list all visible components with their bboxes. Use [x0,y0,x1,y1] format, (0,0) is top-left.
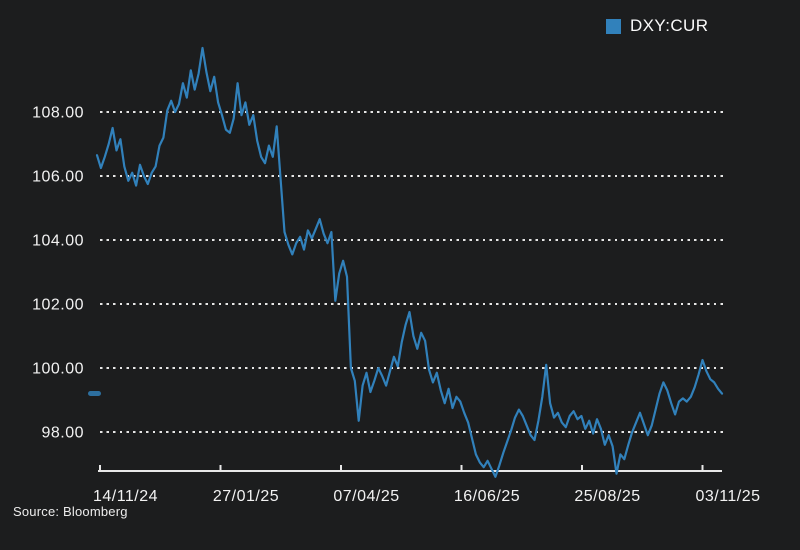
last-price-marker [88,391,101,397]
y-axis-tick-label: 108.00 [32,105,84,122]
legend-series-label: DXY:CUR [630,16,709,35]
legend-swatch-icon [606,18,621,34]
source-attribution: Source: Bloomberg [13,504,128,519]
x-axis-tick-label: 14/11/24 [93,488,158,505]
x-axis-tick-label: 25/08/25 [574,488,640,505]
x-axis-tick-label: 07/04/25 [333,488,399,505]
price-line-dxy[interactable] [95,46,724,478]
x-axis-tick-label: 03/11/25 [695,488,760,505]
y-axis-tick-label: 100.00 [32,361,84,378]
y-axis-tick-label: 104.00 [32,233,84,250]
x-axis-tick-label: 27/01/25 [213,488,279,505]
x-axis-tick-label: 16/06/25 [454,488,520,505]
y-axis-tick-label: 106.00 [32,169,84,186]
y-axis-tick-label: 98.00 [41,425,84,442]
y-axis-tick-label: 102.00 [32,297,84,314]
legend-item-dxy[interactable]: DXY:CUR [606,16,708,36]
